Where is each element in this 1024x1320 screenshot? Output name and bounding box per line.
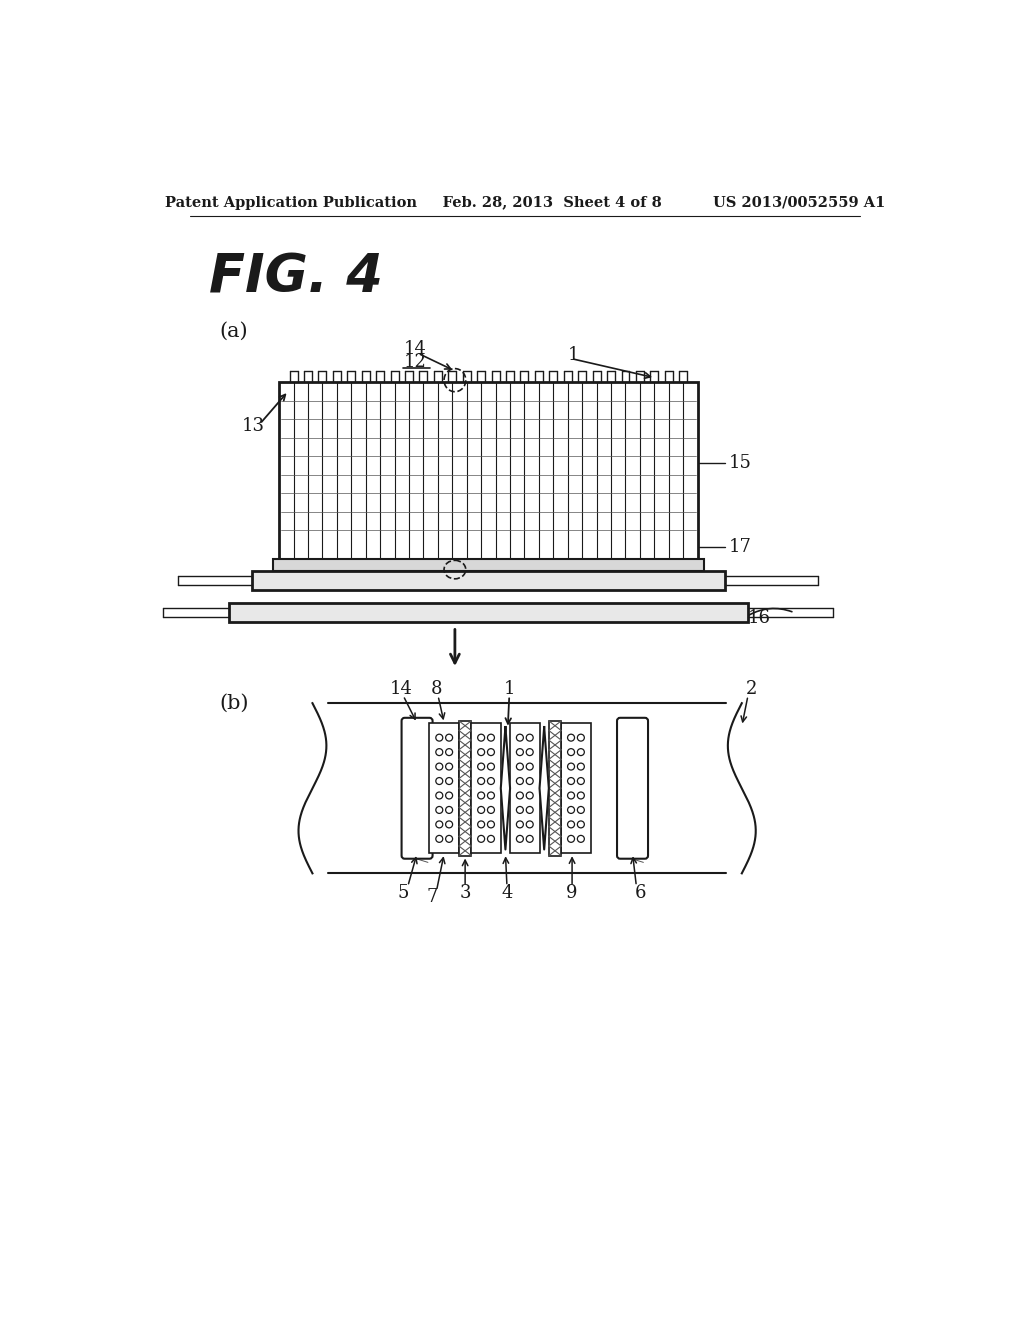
Text: 7: 7: [427, 888, 438, 907]
Text: 2: 2: [746, 680, 758, 698]
FancyBboxPatch shape: [617, 718, 648, 859]
Bar: [549, 721, 561, 855]
Text: Patent Application Publication     Feb. 28, 2013  Sheet 4 of 8          US 2013/: Patent Application Publication Feb. 28, …: [165, 197, 885, 210]
Bar: [471, 723, 501, 853]
Text: 12: 12: [403, 354, 426, 371]
Bar: [459, 721, 471, 855]
Text: 9: 9: [566, 883, 578, 902]
Text: 13: 13: [242, 417, 265, 436]
Text: 16: 16: [748, 609, 771, 627]
Text: 8: 8: [431, 680, 442, 698]
Bar: [280, 381, 697, 558]
Bar: [273, 558, 703, 572]
Text: 6: 6: [635, 883, 646, 902]
Bar: [510, 723, 540, 853]
Text: 14: 14: [390, 680, 413, 698]
Text: 17: 17: [729, 539, 752, 556]
FancyBboxPatch shape: [401, 718, 432, 859]
Text: FIG. 4: FIG. 4: [209, 252, 383, 304]
Text: 5: 5: [397, 883, 409, 902]
Text: 15: 15: [729, 454, 752, 471]
Text: (b): (b): [219, 694, 249, 713]
Text: 3: 3: [460, 883, 471, 902]
Bar: [252, 572, 725, 590]
Bar: [561, 723, 591, 853]
Polygon shape: [540, 727, 549, 850]
Text: 1: 1: [568, 346, 580, 364]
Text: 14: 14: [403, 341, 426, 358]
Text: 4: 4: [502, 883, 513, 902]
Bar: [429, 723, 459, 853]
Text: (a): (a): [219, 322, 248, 341]
Polygon shape: [501, 727, 510, 850]
Bar: [228, 603, 748, 622]
Text: 1: 1: [504, 680, 515, 698]
